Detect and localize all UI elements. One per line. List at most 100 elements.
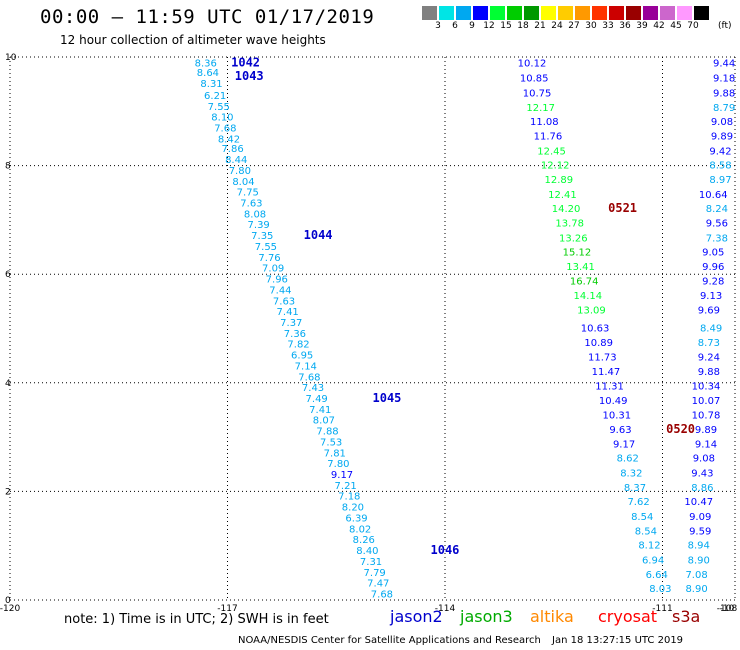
legend-swatch xyxy=(456,6,472,20)
swh-value-label: 11.76 xyxy=(534,132,563,143)
swh-value-label: 8.94 xyxy=(688,541,710,552)
swh-value-label: 8.37 xyxy=(624,483,646,494)
swh-value-label: 11.31 xyxy=(595,382,624,393)
swh-value-label: 13.41 xyxy=(566,262,595,273)
legend-label: 9 xyxy=(469,21,475,31)
y-tick-label: 6 xyxy=(5,270,11,280)
swh-value-label: 7.44 xyxy=(269,285,291,296)
swh-value-label: 8.86 xyxy=(691,483,713,494)
swh-value-label: 7.08 xyxy=(685,570,707,581)
legend-swatch xyxy=(507,6,523,20)
swh-value-label: 8.10 xyxy=(211,113,233,124)
swh-value-label: 16.74 xyxy=(570,277,599,288)
swh-value-label: 7.75 xyxy=(237,188,259,199)
swh-value-label: 7.43 xyxy=(302,383,324,394)
swh-value-label: 8.54 xyxy=(635,526,657,537)
swh-value-label: 8.07 xyxy=(313,416,335,427)
swh-value-label: 8.32 xyxy=(620,468,642,479)
swh-value-label: 7.41 xyxy=(277,307,299,318)
swh-value-label: 7.62 xyxy=(627,497,649,508)
swh-value-label: 9.88 xyxy=(698,367,720,378)
legend-label: 6 xyxy=(452,21,458,31)
swh-value-label: 10.12 xyxy=(518,58,547,69)
swh-value-label: 9.17 xyxy=(613,440,635,451)
legend-label: 39 xyxy=(636,21,648,31)
page-subtitle: 12 hour collection of altimeter wave hei… xyxy=(60,33,326,47)
swh-value-label: 7.47 xyxy=(367,579,389,590)
pass-number-label: 1043 xyxy=(235,69,264,83)
legend-swatch xyxy=(677,6,693,20)
x-tick-label: -111 xyxy=(652,604,672,614)
swh-value-label: 8.44 xyxy=(225,155,247,166)
timestamp-text: Jan 18 13:27:15 UTC 2019 xyxy=(552,635,684,646)
swh-value-label: 9.88 xyxy=(713,88,735,99)
swh-value-label: 7.68 xyxy=(214,124,236,135)
swh-value-label: 7.37 xyxy=(280,318,302,329)
swh-value-label: 7.80 xyxy=(327,459,349,470)
swh-value-label: 8.90 xyxy=(688,555,710,566)
swh-value-label: 9.17 xyxy=(331,470,353,481)
swh-value-label: 8.24 xyxy=(706,204,728,215)
swh-value-label: 10.85 xyxy=(520,74,549,85)
legend-label: 15 xyxy=(500,21,512,31)
swh-value-label: 8.20 xyxy=(342,503,364,514)
swh-value-label: 7.36 xyxy=(284,329,306,340)
y-tick-label: 8 xyxy=(5,162,11,172)
swh-value-label: 7.96 xyxy=(266,275,288,286)
swh-value-label: 9.59 xyxy=(689,526,711,537)
pass-number-label: 1045 xyxy=(373,391,402,405)
swh-value-label: 6.95 xyxy=(291,351,313,362)
swh-value-label: 9.09 xyxy=(689,512,711,523)
swh-value-label: 7.63 xyxy=(273,296,295,307)
swh-value-label: 14.14 xyxy=(574,291,603,302)
legend-swatch xyxy=(592,6,608,20)
pass-number-label: 0520 xyxy=(666,422,695,436)
legend-label: 27 xyxy=(568,21,580,31)
swh-value-label: 8.03 xyxy=(649,584,671,595)
swh-value-label: 9.13 xyxy=(700,291,722,302)
swh-value-label: 9.08 xyxy=(693,454,715,465)
swh-value-label: 6.94 xyxy=(642,555,664,566)
swh-value-label: 10.07 xyxy=(692,396,721,407)
swh-value-label: 8.31 xyxy=(200,79,222,90)
legend-swatch xyxy=(626,6,642,20)
swh-value-label: 7.68 xyxy=(371,589,393,600)
swh-value-label: 9.56 xyxy=(706,219,728,230)
swh-value-label: 7.55 xyxy=(255,242,277,253)
swh-value-label: 7.39 xyxy=(248,220,270,231)
legend-label: 21 xyxy=(534,21,546,31)
swh-value-label: 8.64 xyxy=(197,68,219,79)
swh-value-label: 8.97 xyxy=(709,175,731,186)
satellite-label-cryosat: cryosat xyxy=(598,607,658,626)
satellite-label-jason3: jason3 xyxy=(460,607,513,626)
swh-value-label: 8.02 xyxy=(349,524,371,535)
swh-value-label: 7.49 xyxy=(306,394,328,405)
pass-number-label: 1042 xyxy=(231,55,260,69)
swh-value-label: 9.28 xyxy=(702,277,724,288)
swh-value-label: 8.12 xyxy=(638,541,660,552)
swh-value-label: 7.76 xyxy=(258,253,280,264)
swh-value-label: 13.09 xyxy=(577,305,606,316)
swh-value-label: 7.68 xyxy=(298,372,320,383)
swh-value-label: 10.31 xyxy=(603,410,632,421)
legend-label: 36 xyxy=(619,21,631,31)
legend-label: 45 xyxy=(670,21,682,31)
swh-value-label: 10.34 xyxy=(692,382,721,393)
y-tick-label: 4 xyxy=(5,379,11,389)
x-tick-label: -120 xyxy=(0,604,20,614)
swh-value-label: 7.18 xyxy=(338,492,360,503)
legend-label: 70 xyxy=(687,21,699,31)
legend-swatch xyxy=(558,6,574,20)
legend-swatch xyxy=(439,6,455,20)
legend-swatch xyxy=(490,6,506,20)
swh-value-label: 8.79 xyxy=(713,103,735,114)
swh-value-label: 9.69 xyxy=(698,305,720,316)
swh-value-label: 11.47 xyxy=(592,367,621,378)
swh-value-label: 9.63 xyxy=(609,425,631,436)
legend-label: 42 xyxy=(653,21,665,31)
x-tick-label: -117 xyxy=(217,604,237,614)
satellite-label-jason2: jason2 xyxy=(390,607,443,626)
swh-value-label: 8.08 xyxy=(244,209,266,220)
legend-swatch xyxy=(609,6,625,20)
